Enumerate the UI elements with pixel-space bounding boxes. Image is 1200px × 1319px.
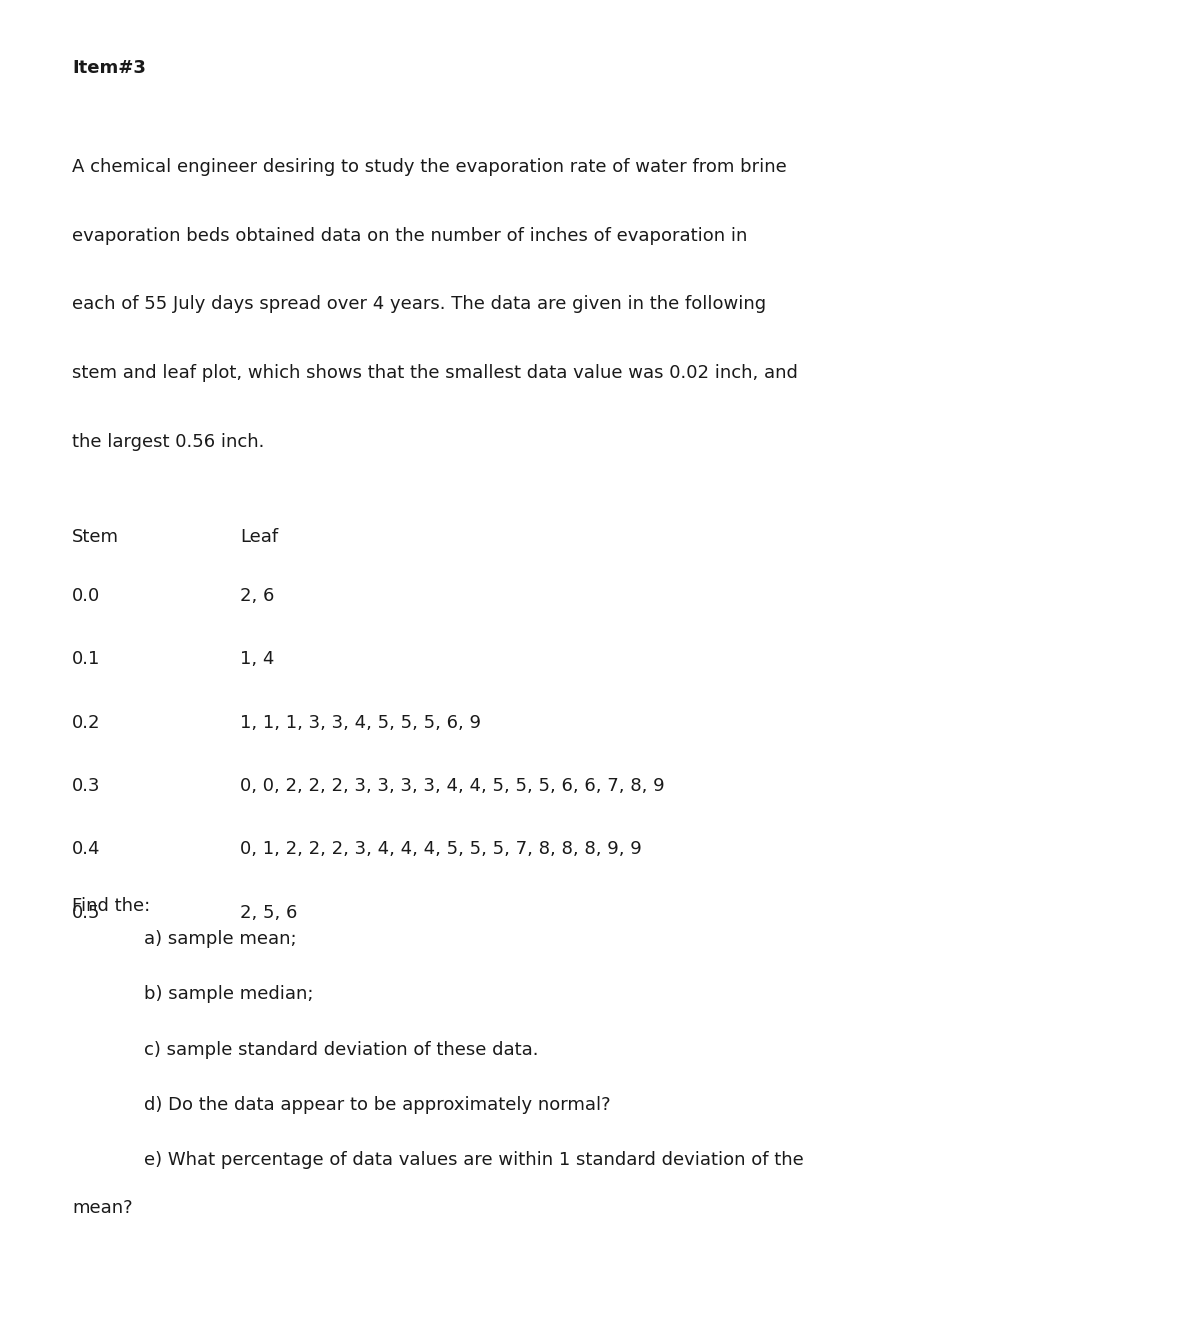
Text: b) sample median;: b) sample median;: [144, 985, 313, 1004]
Text: a) sample mean;: a) sample mean;: [144, 930, 296, 948]
Text: each of 55 July days spread over 4 years. The data are given in the following: each of 55 July days spread over 4 years…: [72, 295, 766, 314]
Text: e) What percentage of data values are within 1 standard deviation of the: e) What percentage of data values are wi…: [144, 1151, 804, 1170]
Text: 2, 5, 6: 2, 5, 6: [240, 904, 298, 922]
Text: d) Do the data appear to be approximately normal?: d) Do the data appear to be approximatel…: [144, 1096, 611, 1115]
Text: 0, 0, 2, 2, 2, 3, 3, 3, 3, 4, 4, 5, 5, 5, 6, 6, 7, 8, 9: 0, 0, 2, 2, 2, 3, 3, 3, 3, 4, 4, 5, 5, 5…: [240, 777, 665, 795]
Text: mean?: mean?: [72, 1199, 133, 1216]
Text: 1, 4: 1, 4: [240, 650, 275, 669]
Text: 0, 1, 2, 2, 2, 3, 4, 4, 4, 5, 5, 5, 7, 8, 8, 8, 9, 9: 0, 1, 2, 2, 2, 3, 4, 4, 4, 5, 5, 5, 7, 8…: [240, 840, 642, 859]
Text: 0.2: 0.2: [72, 714, 101, 732]
Text: 0.4: 0.4: [72, 840, 101, 859]
Text: 0.0: 0.0: [72, 587, 101, 605]
Text: Item#3: Item#3: [72, 59, 146, 78]
Text: 1, 1, 1, 3, 3, 4, 5, 5, 5, 6, 9: 1, 1, 1, 3, 3, 4, 5, 5, 5, 6, 9: [240, 714, 481, 732]
Text: A chemical engineer desiring to study the evaporation rate of water from brine: A chemical engineer desiring to study th…: [72, 158, 787, 177]
Text: Find the:: Find the:: [72, 897, 150, 915]
Text: 0.5: 0.5: [72, 904, 101, 922]
Text: the largest 0.56 inch.: the largest 0.56 inch.: [72, 433, 264, 451]
Text: Stem: Stem: [72, 528, 119, 546]
Text: evaporation beds obtained data on the number of inches of evaporation in: evaporation beds obtained data on the nu…: [72, 227, 748, 245]
Text: Leaf: Leaf: [240, 528, 278, 546]
Text: 2, 6: 2, 6: [240, 587, 275, 605]
Text: 0.1: 0.1: [72, 650, 101, 669]
Text: c) sample standard deviation of these data.: c) sample standard deviation of these da…: [144, 1041, 539, 1059]
Text: 0.3: 0.3: [72, 777, 101, 795]
Text: stem and leaf plot, which shows that the smallest data value was 0.02 inch, and: stem and leaf plot, which shows that the…: [72, 364, 798, 383]
